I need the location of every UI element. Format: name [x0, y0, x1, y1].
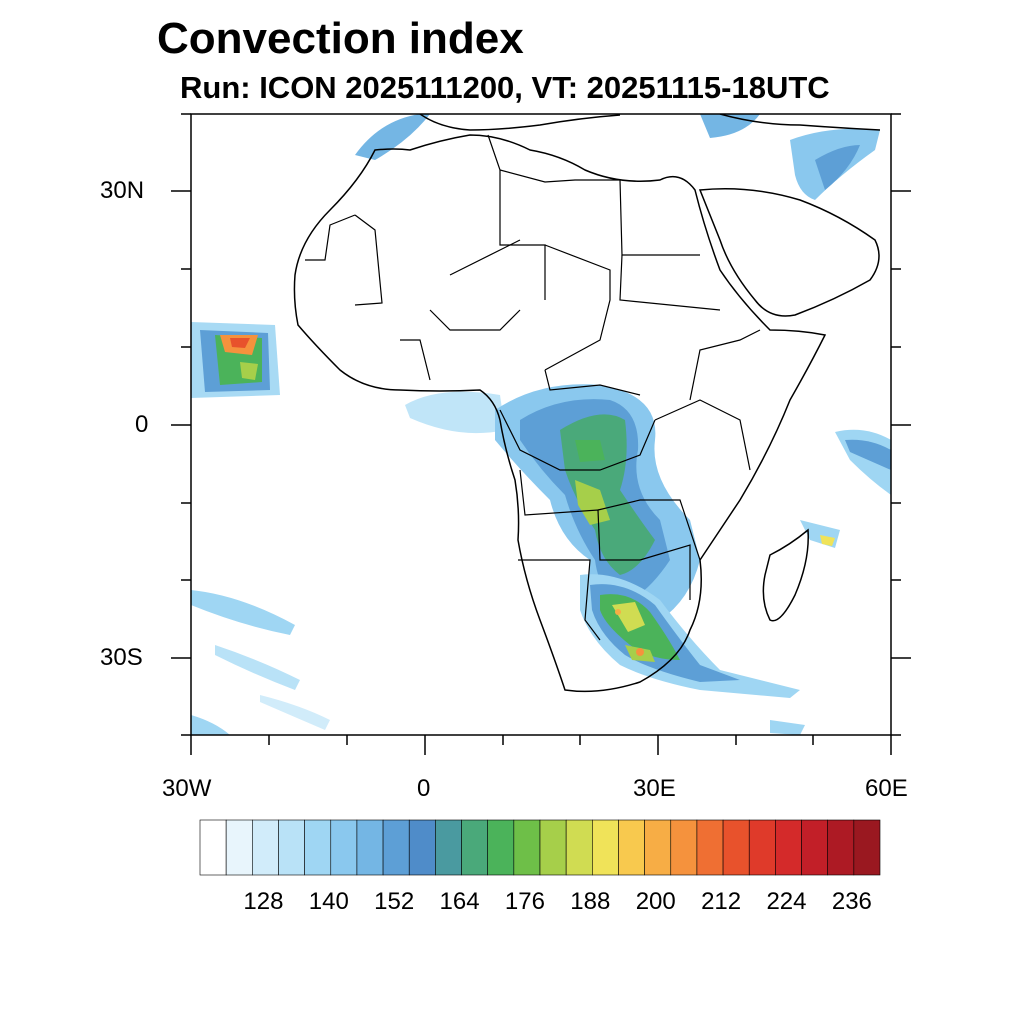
lat-label-30s: 30S — [100, 644, 143, 671]
convection-north-east — [355, 114, 880, 200]
colorbar-box — [199, 819, 227, 876]
coastlines — [293, 114, 881, 693]
colorbar-box — [356, 819, 384, 876]
colorbar-box — [330, 819, 358, 876]
colorbar-tick-label: 200 — [635, 888, 676, 915]
colorbar-box — [827, 819, 855, 876]
convection-gulf-guinea — [405, 391, 505, 434]
colorbar-box — [592, 819, 619, 876]
colorbar-box — [278, 819, 305, 876]
colorbar-box — [670, 819, 698, 876]
lon-label-60e: 60E — [865, 775, 908, 802]
colorbar-box — [775, 819, 802, 876]
colorbar-tick-label: 176 — [504, 888, 545, 915]
lon-label-30w: 30W — [162, 775, 212, 802]
colorbar-box — [382, 819, 410, 876]
colorbar-box — [748, 819, 776, 876]
colorbar-box — [435, 819, 462, 876]
convection-central-africa — [495, 384, 700, 643]
colorbar-tick-label: 152 — [374, 888, 415, 915]
lat-label-30n: 30N — [100, 177, 145, 204]
colorbar-box — [696, 819, 724, 876]
convection-southern-africa — [580, 574, 800, 698]
colorbar-tick-label: 140 — [308, 888, 349, 915]
colorbar-box — [487, 819, 515, 876]
colorbar-box — [304, 819, 332, 876]
colorbar-box — [225, 819, 253, 876]
colorbar-box — [252, 819, 279, 876]
colorbar-box — [565, 819, 593, 876]
colorbar-box — [461, 819, 488, 876]
colorbar-tick-label: 128 — [243, 888, 284, 915]
colorbar-box — [539, 819, 567, 876]
convection-field — [191, 114, 891, 735]
colorbar-box — [722, 819, 750, 876]
colorbar — [199, 819, 881, 876]
axis-ticks — [171, 113, 911, 755]
colorbar-box — [408, 819, 436, 876]
colorbar-box — [644, 819, 672, 876]
colorbar-tick-label: 164 — [439, 888, 480, 915]
lon-label-0: 0 — [417, 775, 431, 802]
convection-atlantic-west — [191, 322, 280, 398]
colorbar-box — [513, 819, 541, 876]
colorbar-box — [618, 819, 645, 876]
lon-label-30e: 30E — [633, 775, 676, 802]
colorbar-tick-label: 224 — [766, 888, 807, 915]
convection-indian-ocean — [800, 429, 891, 548]
colorbar-box — [853, 819, 881, 876]
lat-label-0: 0 — [135, 411, 149, 438]
convection-south-atlantic — [191, 590, 805, 735]
colorbar-box — [801, 819, 828, 876]
colorbar-tick-label: 188 — [570, 888, 611, 915]
country-borders — [305, 134, 761, 641]
colorbar-tick-label: 236 — [831, 888, 872, 915]
colorbar-tick-label: 212 — [701, 888, 742, 915]
chart-subtitle: Run: ICON 2025111200, VT: 20251115-18UTC — [180, 70, 830, 105]
chart-title: Convection index — [157, 14, 524, 63]
